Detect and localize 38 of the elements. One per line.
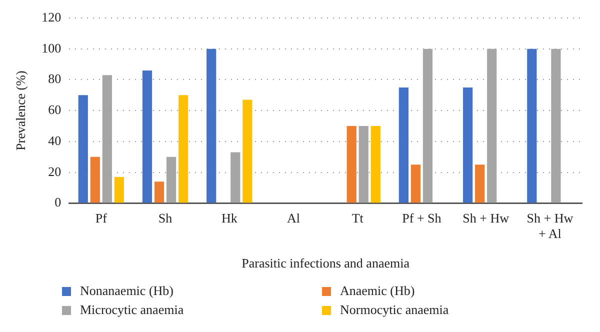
x-tick-label: Al (286, 210, 300, 226)
bar (114, 176, 124, 203)
bar (370, 126, 380, 203)
y-tick-label: 120 (42, 9, 62, 24)
x-tick-label: Sh + Hw + Al (526, 210, 574, 242)
bar (206, 48, 216, 203)
bar (475, 164, 485, 203)
x-tick-label: Pf + Sh (402, 210, 442, 226)
y-tick-label: 100 (42, 40, 62, 56)
legend-label: Nonanaemic (Hb) (79, 283, 174, 299)
bar (410, 164, 421, 203)
bar (527, 48, 537, 203)
bar (78, 95, 88, 203)
bar (242, 100, 252, 203)
bar (230, 152, 240, 203)
bar (346, 126, 356, 203)
x-tick-label: Hk (221, 210, 238, 226)
y-tick-label: 60 (48, 102, 62, 118)
y-tick-label: 20 (48, 164, 62, 179)
bar (102, 75, 112, 203)
bar (154, 182, 164, 203)
bar (178, 95, 188, 203)
x-axis-title: Parasitic infections and anaemia (242, 256, 410, 271)
bar (90, 156, 100, 203)
legend-label: Normocytic anaemia (339, 302, 450, 318)
legend-label: Microcytic anaemia (79, 302, 185, 318)
bar (462, 87, 473, 203)
x-tick-label: Sh + Hw (462, 210, 510, 226)
bar (398, 87, 408, 203)
x-tick-label: Tt (352, 210, 364, 226)
x-tick-label: Pf (95, 210, 108, 226)
y-tick-label: 80 (48, 71, 62, 86)
y-axis-title: Prevalence (%) (13, 70, 28, 150)
legend-label: Anaemic (Hb) (339, 283, 416, 299)
y-tick-label: 40 (48, 132, 62, 148)
x-tick-label: Sh (158, 210, 173, 226)
bar (142, 70, 152, 203)
y-tick-label: 0 (54, 194, 62, 210)
